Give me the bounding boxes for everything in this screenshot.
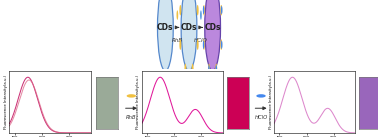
Y-axis label: Fluorescence Intensity(a.u.): Fluorescence Intensity(a.u.) [269, 75, 273, 129]
Ellipse shape [208, 64, 210, 74]
Ellipse shape [215, 64, 217, 74]
Ellipse shape [203, 41, 204, 49]
Ellipse shape [184, 64, 186, 74]
Ellipse shape [200, 10, 202, 20]
Ellipse shape [181, 0, 197, 71]
Ellipse shape [256, 94, 266, 98]
Y-axis label: Fluorescence Intensity(a.u.): Fluorescence Intensity(a.u.) [136, 75, 140, 129]
Ellipse shape [158, 0, 173, 71]
Text: HClO: HClO [254, 115, 268, 120]
Ellipse shape [203, 5, 205, 15]
Ellipse shape [220, 5, 222, 15]
Y-axis label: Fluorescence Intensity(a.u.): Fluorescence Intensity(a.u.) [4, 75, 8, 129]
Ellipse shape [203, 39, 205, 50]
Ellipse shape [220, 39, 222, 50]
Ellipse shape [192, 64, 194, 74]
Text: RhB: RhB [172, 38, 183, 43]
Ellipse shape [205, 0, 220, 71]
Text: HClO: HClO [194, 38, 208, 43]
Ellipse shape [221, 6, 222, 14]
Ellipse shape [127, 94, 136, 98]
Text: CDs: CDs [204, 23, 221, 32]
Text: CDs: CDs [181, 23, 197, 32]
Text: CDs: CDs [157, 23, 174, 32]
Ellipse shape [180, 39, 181, 50]
Ellipse shape [197, 39, 198, 50]
Ellipse shape [221, 41, 222, 49]
Ellipse shape [197, 5, 198, 15]
Ellipse shape [208, 65, 210, 73]
Text: RhB: RhB [126, 115, 137, 120]
Ellipse shape [203, 6, 204, 14]
Ellipse shape [215, 65, 217, 73]
Ellipse shape [177, 10, 178, 20]
Ellipse shape [180, 5, 181, 15]
